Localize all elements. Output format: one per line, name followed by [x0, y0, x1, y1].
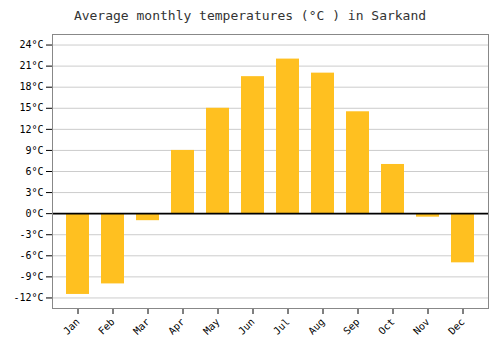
- svg-text:15°C: 15°C: [19, 102, 43, 113]
- svg-text:-6°C: -6°C: [19, 250, 43, 261]
- svg-text:Jul: Jul: [271, 316, 292, 337]
- svg-text:Aug: Aug: [306, 316, 327, 337]
- svg-text:-9°C: -9°C: [19, 271, 43, 282]
- svg-text:Dec: Dec: [446, 316, 467, 337]
- svg-text:-12°C: -12°C: [13, 292, 43, 303]
- svg-text:12°C: 12°C: [19, 124, 43, 135]
- svg-text:0°C: 0°C: [25, 208, 43, 219]
- svg-text:6°C: 6°C: [25, 166, 43, 177]
- svg-text:Jan: Jan: [61, 316, 82, 337]
- svg-text:Jun: Jun: [236, 316, 257, 337]
- svg-text:Sep: Sep: [341, 316, 362, 337]
- svg-text:Feb: Feb: [96, 316, 117, 337]
- svg-text:-3°C: -3°C: [19, 229, 43, 240]
- svg-text:Mar: Mar: [131, 316, 152, 337]
- svg-text:3°C: 3°C: [25, 187, 43, 198]
- svg-text:21°C: 21°C: [19, 60, 43, 71]
- svg-text:9°C: 9°C: [25, 145, 43, 156]
- svg-text:May: May: [201, 316, 222, 337]
- svg-text:Apr: Apr: [166, 316, 187, 337]
- svg-text:Oct: Oct: [376, 316, 397, 337]
- svg-text:18°C: 18°C: [19, 81, 43, 92]
- html-text:Average monthly temperatures (: Average monthly temperatures (°C ) in Sa…: [73, 8, 427, 23]
- svg-text:24°C: 24°C: [19, 39, 43, 50]
- svg-text:Nov: Nov: [411, 316, 432, 337]
